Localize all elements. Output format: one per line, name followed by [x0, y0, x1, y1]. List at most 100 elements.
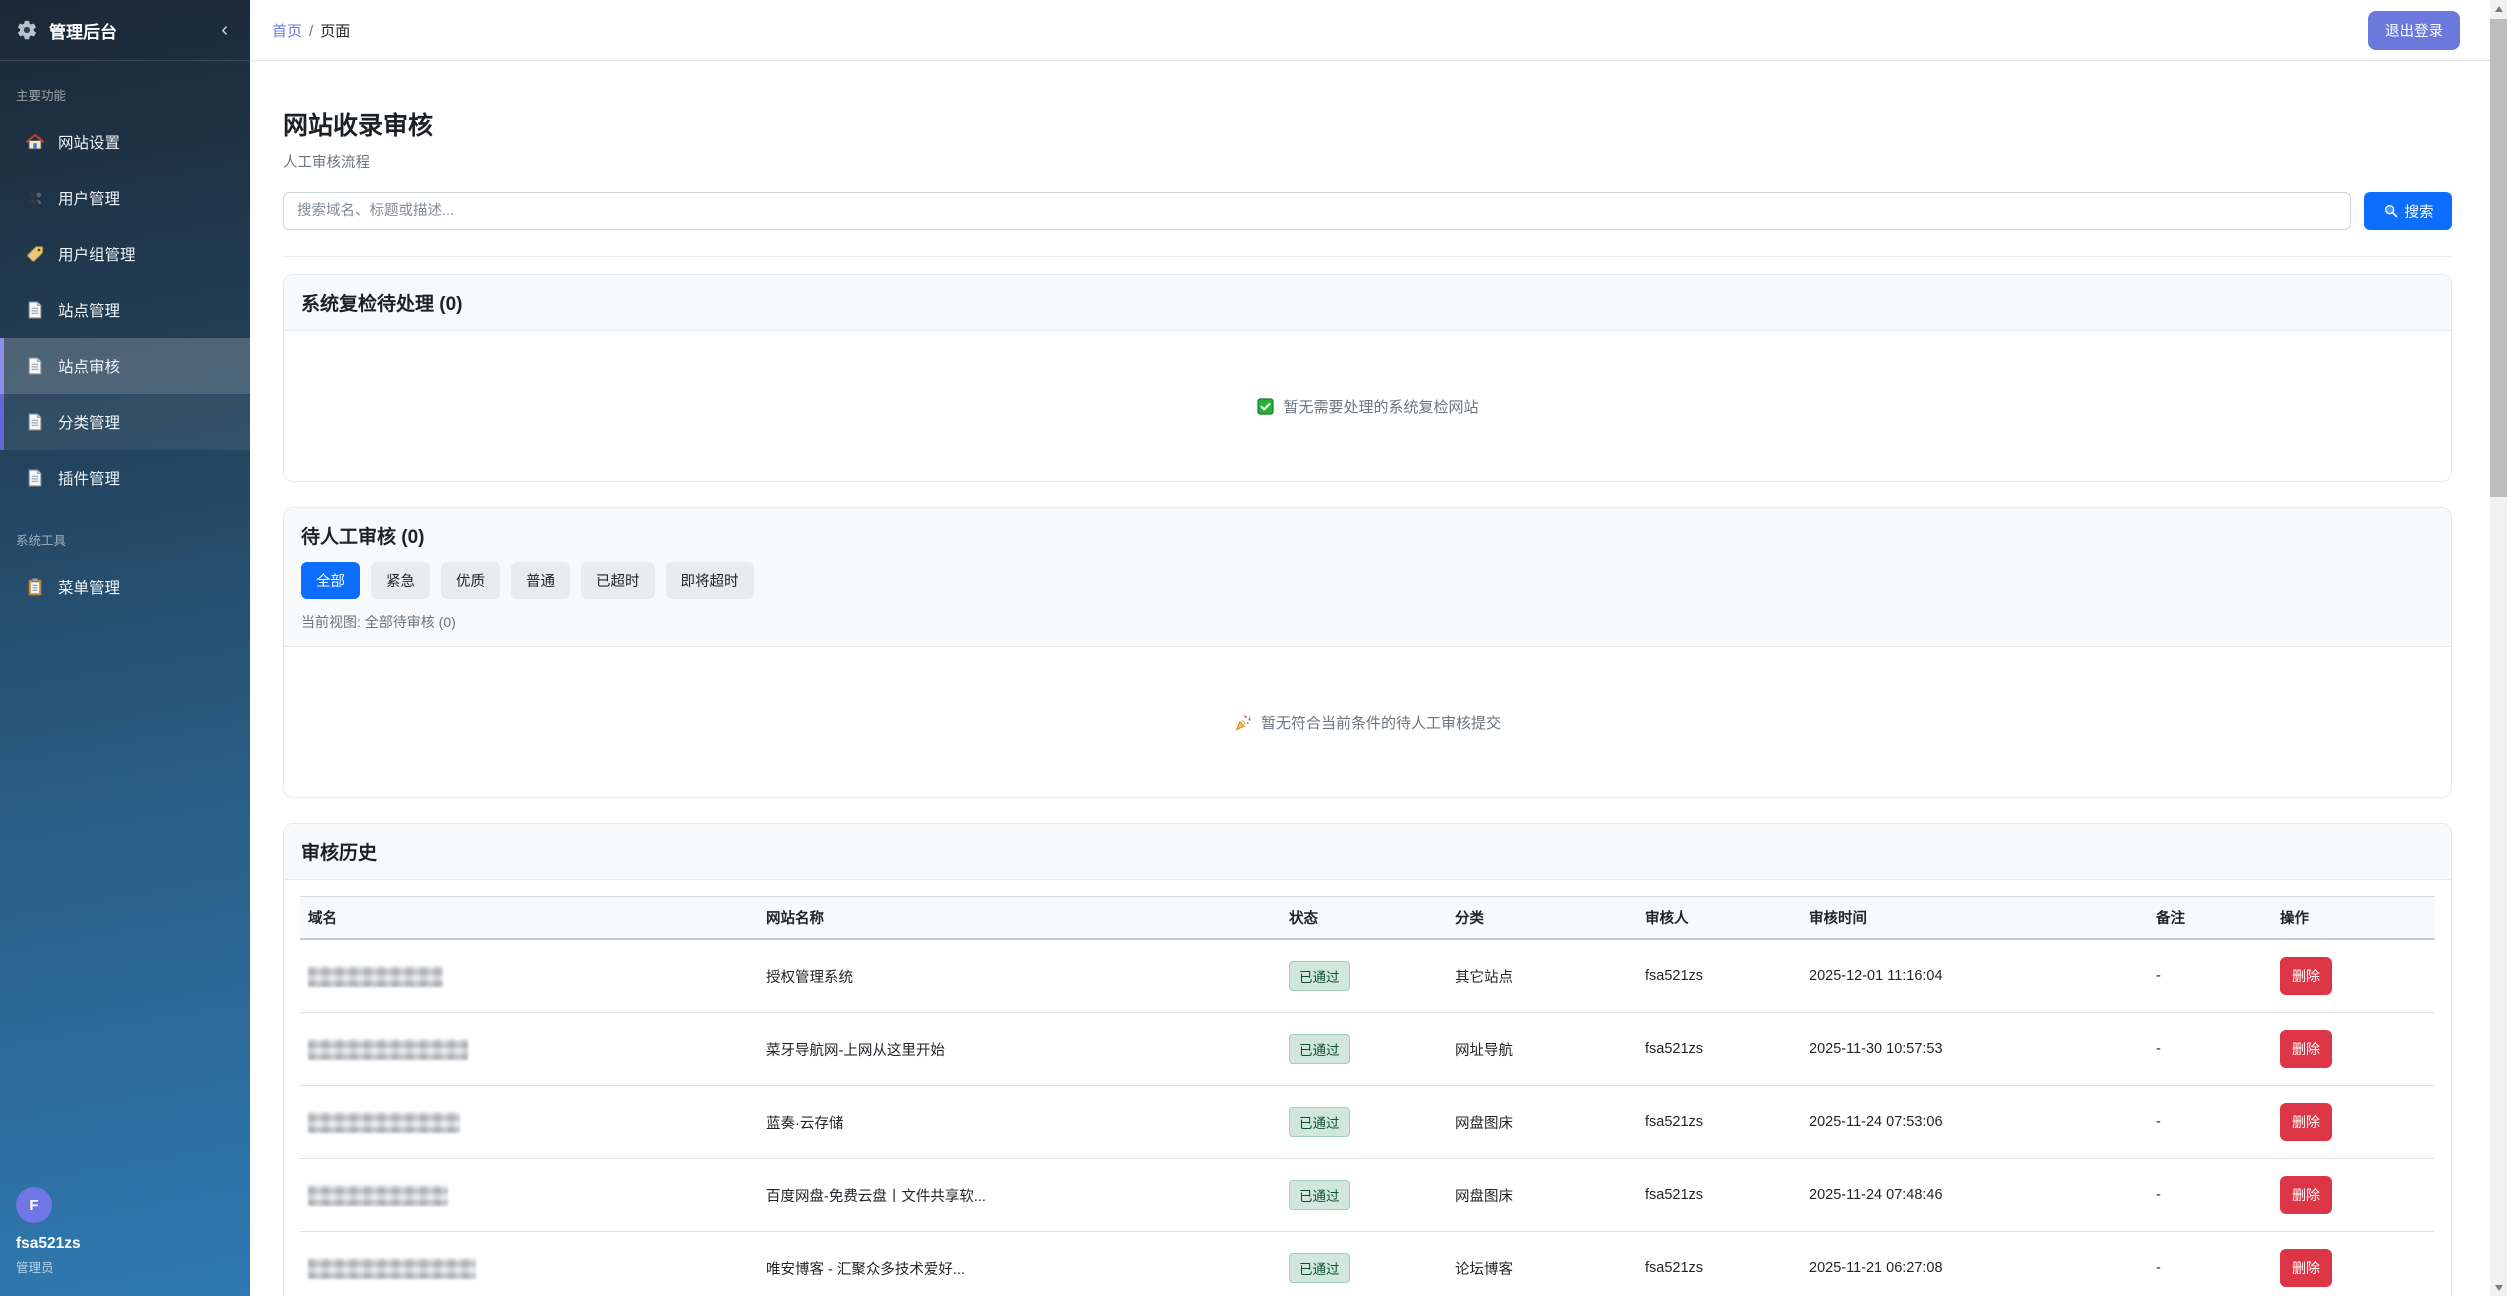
- pending-filters: 全部 紧急 优质 普通 已超时 即将超时: [301, 562, 2434, 599]
- status-badge: 已通过: [1289, 1180, 1350, 1210]
- tag-icon: [25, 244, 45, 264]
- reviewer: fsa521zs: [1637, 1012, 1801, 1086]
- status-badge: 已通过: [1289, 1034, 1350, 1064]
- note: -: [2148, 1158, 2272, 1232]
- breadcrumb: 首页 / 页面: [272, 20, 350, 41]
- recheck-empty-text: 暂无需要处理的系统复检网站: [1283, 398, 1479, 416]
- user-name: fsa521zs: [16, 1235, 81, 1252]
- document-icon: [25, 356, 45, 376]
- history-table-wrap: 域名 网站名称 状态 分类 审核人 审核时间 备注 操作: [284, 880, 2451, 1296]
- sidebar-item-user-management[interactable]: 用户管理: [0, 170, 250, 226]
- note: -: [2148, 1085, 2272, 1159]
- users-icon: [25, 188, 45, 208]
- reviewer: fsa521zs: [1637, 939, 1801, 1013]
- filter-normal[interactable]: 普通: [511, 562, 570, 599]
- history-card: 审核历史 域名 网站名称 状态 分类: [283, 823, 2452, 1296]
- status-badge: 已通过: [1289, 1107, 1350, 1137]
- note: -: [2148, 1012, 2272, 1086]
- sidebar-item-plugin-management[interactable]: 插件管理: [0, 450, 250, 506]
- search-input[interactable]: [283, 192, 2351, 230]
- filter-quality[interactable]: 优质: [441, 562, 500, 599]
- delete-button[interactable]: 删除: [2280, 1176, 2332, 1214]
- review-time: 2025-11-24 07:48:46: [1801, 1158, 2148, 1232]
- document-icon: [25, 468, 45, 488]
- masked-domain: [308, 965, 443, 987]
- search-icon: [2383, 203, 2399, 219]
- table-header-row: 域名 网站名称 状态 分类 审核人 审核时间 备注 操作: [300, 896, 2435, 940]
- col-review-time: 审核时间: [1801, 896, 2148, 940]
- pending-card-title: 待人工审核 (0): [301, 527, 425, 548]
- divider: [283, 256, 2452, 257]
- table-row: 菜牙导航网-上网从这里开始 已通过 网址导航 fsa521zs 2025-11-…: [300, 1012, 2435, 1086]
- view-caption: 当前视图: 全部待审核 (0): [301, 614, 456, 630]
- site-name: 蓝奏·云存储: [758, 1085, 1281, 1159]
- delete-button[interactable]: 删除: [2280, 957, 2332, 995]
- col-status: 状态: [1281, 896, 1447, 940]
- recheck-card: 系统复检待处理 (0) 暂无需要处理的系统复检网站: [283, 274, 2452, 482]
- filter-overdue[interactable]: 已超时: [581, 562, 655, 599]
- scrollbar[interactable]: [2490, 0, 2507, 1296]
- breadcrumb-home-link[interactable]: 首页: [272, 22, 303, 40]
- table-row: 蓝奏·云存储 已通过 网盘图床 fsa521zs 2025-11-24 07:5…: [300, 1085, 2435, 1159]
- pending-empty-text: 暂无符合当前条件的待人工审核提交: [1260, 714, 1501, 732]
- sidebar-item-user-group-management[interactable]: 用户组管理: [0, 226, 250, 282]
- site-name: 百度网盘-免费云盘丨文件共享软...: [758, 1158, 1281, 1232]
- category: 网址导航: [1447, 1012, 1637, 1086]
- reviewer: fsa521zs: [1637, 1231, 1801, 1296]
- sidebar-section-main: 主要功能: [16, 89, 67, 103]
- status-badge: 已通过: [1289, 1253, 1350, 1283]
- col-reviewer: 审核人: [1637, 896, 1801, 940]
- review-time: 2025-11-30 10:57:53: [1801, 1012, 2148, 1086]
- delete-button[interactable]: 删除: [2280, 1103, 2332, 1141]
- history-table: 域名 网站名称 状态 分类 审核人 审核时间 备注 操作: [300, 896, 2435, 1296]
- pending-empty-state: 暂无符合当前条件的待人工审核提交: [284, 647, 2451, 797]
- scrollbar-down-arrow[interactable]: [2490, 1279, 2507, 1296]
- delete-button[interactable]: 删除: [2280, 1030, 2332, 1068]
- pending-card: 待人工审核 (0) 全部 紧急 优质 普通 已超时 即将超时 当前视图: 全部待…: [283, 507, 2452, 798]
- sidebar-item-menu-management[interactable]: 菜单管理: [0, 559, 250, 615]
- sidebar-collapse-button[interactable]: ‹: [221, 19, 228, 41]
- status-badge: 已通过: [1289, 961, 1350, 991]
- recheck-empty-state: 暂无需要处理的系统复检网站: [284, 331, 2451, 481]
- delete-button[interactable]: 删除: [2280, 1249, 2332, 1287]
- filter-soon-overdue[interactable]: 即将超时: [665, 562, 754, 599]
- filter-urgent[interactable]: 紧急: [371, 562, 430, 599]
- masked-domain: [308, 1184, 448, 1206]
- sidebar-item-site-management[interactable]: 站点管理: [0, 282, 250, 338]
- recheck-card-header: 系统复检待处理 (0): [284, 275, 2451, 331]
- reviewer: fsa521zs: [1637, 1085, 1801, 1159]
- history-card-title: 审核历史: [301, 843, 378, 864]
- sidebar-item-site-settings[interactable]: 网站设置: [0, 114, 250, 170]
- filter-all[interactable]: 全部: [301, 562, 360, 599]
- party-popper-icon: [1234, 713, 1253, 732]
- scrollbar-thumb[interactable]: [2490, 19, 2507, 497]
- search-button[interactable]: 搜索: [2364, 192, 2452, 230]
- check-square-icon: [1256, 397, 1275, 416]
- sidebar: 管理后台 ‹ 主要功能 网站设置 用户管理 用户组管理 站: [0, 0, 250, 1296]
- brand-title: 管理后台: [49, 22, 117, 42]
- col-note: 备注: [2148, 896, 2272, 940]
- masked-domain: [308, 1038, 468, 1060]
- avatar[interactable]: F: [16, 1187, 52, 1223]
- category: 网盘图床: [1447, 1158, 1637, 1232]
- main-area: 首页/页面 退出登录 网站收录审核 人工审核流程 搜索 系统复检待处: [250, 0, 2507, 1296]
- sidebar-brand: 管理后台 ‹: [0, 0, 250, 61]
- user-role: 管理员: [16, 1261, 54, 1275]
- review-time: 2025-11-24 07:53:06: [1801, 1085, 2148, 1159]
- sidebar-item-category-management[interactable]: 分类管理: [0, 394, 250, 450]
- site-name: 菜牙导航网-上网从这里开始: [758, 1012, 1281, 1086]
- breadcrumb-separator: /: [309, 22, 314, 40]
- topbar: 首页 / 页面 退出登录: [250, 0, 2507, 61]
- note: -: [2148, 939, 2272, 1013]
- logout-button[interactable]: 退出登录: [2368, 10, 2460, 50]
- page-title: 网站收录审核: [283, 112, 434, 140]
- col-category: 分类: [1447, 896, 1637, 940]
- clipboard-icon: [25, 577, 45, 597]
- pending-card-header: 待人工审核 (0) 全部 紧急 优质 普通 已超时 即将超时 当前视图: 全部待…: [284, 508, 2451, 647]
- sidebar-item-site-review[interactable]: 站点审核: [0, 338, 250, 394]
- scrollbar-up-arrow[interactable]: [2490, 0, 2507, 17]
- col-domain: 域名: [300, 896, 758, 940]
- breadcrumb-current: 页面: [320, 22, 351, 40]
- table-row: 唯安博客 - 汇聚众多技术爱好... 已通过 论坛博客 fsa521zs 202…: [300, 1231, 2435, 1296]
